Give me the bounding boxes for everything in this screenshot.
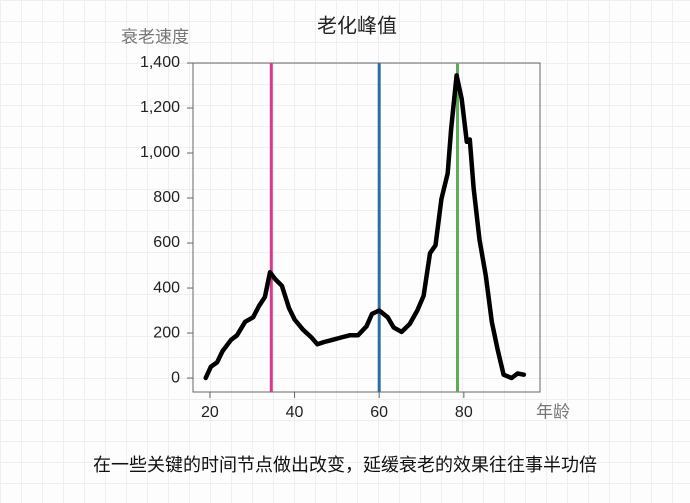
chart-title: 老化峰值: [317, 14, 397, 37]
y-tick-label: 400: [153, 279, 180, 296]
y-tick-label: 1,200: [140, 99, 180, 116]
y-tick-label: 600: [153, 234, 180, 251]
y-tick-label: 1,400: [140, 54, 180, 71]
x-axis-label: 年龄: [536, 402, 570, 421]
plot-frame: [192, 62, 541, 393]
x-tick-label: 60: [370, 404, 388, 421]
y-tick-label: 800: [153, 189, 180, 206]
data-line: [203, 73, 527, 381]
y-tick-label: 200: [153, 324, 180, 341]
y-axis-label: 衰老速度: [121, 27, 189, 46]
x-tick-label: 20: [201, 404, 219, 421]
y-tick-label: 1,000: [140, 144, 180, 161]
x-tick-label: 80: [455, 404, 473, 421]
x-tick-label: 40: [286, 404, 304, 421]
y-tick-label: 0: [171, 369, 180, 386]
caption: 在一些关键的时间节点做出改变，延缓衰老的效果往往事半功倍: [93, 455, 597, 475]
